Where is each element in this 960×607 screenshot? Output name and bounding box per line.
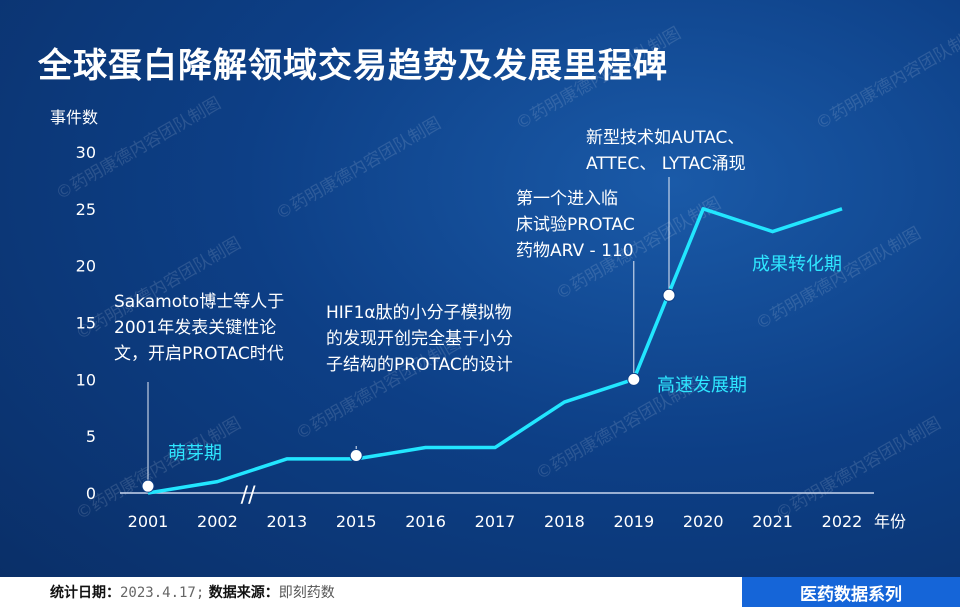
axis-break-mark: // <box>241 483 256 508</box>
milestone-label-line: 新型技术如AUTAC、 <box>586 128 744 148</box>
plot-area: 事件数 0 5 10 15 20 25 30 2001 2002 2013 2015 2016 2017 2… <box>50 108 906 531</box>
milestone-label: 新型技术如AUTAC、 ATTEC、 LYTAC涌现 <box>586 128 746 174</box>
y-axis-label: 事件数 <box>50 108 98 127</box>
x-tick-label: 2018 <box>544 512 585 531</box>
x-tick-label: 2002 <box>197 512 238 531</box>
source-value: 即刻药数 <box>278 585 335 601</box>
page-title: 全球蛋白降解领域交易趋势及发展里程碑 <box>38 46 668 86</box>
y-tick-label: 10 <box>76 370 96 389</box>
milestone-label-line: Sakamoto博士等人于 <box>114 292 284 312</box>
phase-label: 萌芽期 <box>168 443 222 464</box>
watermark-text: ©药明康德内容团队制图 <box>73 414 245 525</box>
milestone-point <box>349 448 363 462</box>
line-chart: ©药明康德内容团队制图 ©药明康德内容团队制图 ©药明康德内容团队制图 ©药明康德内容… <box>50 24 960 531</box>
milestone-point <box>141 479 155 493</box>
x-tick-label: 2021 <box>752 512 793 531</box>
x-tick-label: 2019 <box>613 512 654 531</box>
milestone-label-line: HIF1α肽的小分子模拟物 <box>326 303 512 323</box>
milestone-label-line: 药物ARV - 110 <box>516 241 634 261</box>
watermark-text: ©药明康德内容团队制图 <box>273 114 445 225</box>
milestone-point <box>627 372 641 386</box>
y-tick-label: 0 <box>86 484 96 503</box>
watermark-text: ©药明康德内容团队制图 <box>773 414 945 525</box>
watermark-text: ©药明康德内容团队制图 <box>813 24 960 135</box>
date-value: 2023.4.17; <box>120 585 205 601</box>
watermark-text: ©药明康德内容团队制图 <box>293 334 465 445</box>
source-label: 数据来源： <box>208 585 279 601</box>
milestone-label-line: 子结构的PROTAC的设计 <box>326 355 513 375</box>
series-badge: 医药数据系列 <box>742 577 960 607</box>
x-tick-label: 2001 <box>128 512 169 531</box>
footer: 统计日期：2023.4.17; 数据来源：即刻药数 医药数据系列 <box>0 577 960 607</box>
y-tick-label: 5 <box>86 427 96 446</box>
watermark-text: ©药明康德内容团队制图 <box>513 24 685 135</box>
milestone-label-line: 的发现开创完全基于小分 <box>326 329 513 349</box>
watermark-text: ©药明康德内容团队制图 <box>753 224 925 335</box>
y-tick-label: 15 <box>76 314 96 333</box>
y-tick-label: 25 <box>76 200 96 219</box>
y-tick-label: 30 <box>76 143 96 162</box>
phase-label: 高速发展期 <box>657 375 747 396</box>
footer-info: 统计日期：2023.4.17; 数据来源：即刻药数 <box>0 582 335 602</box>
x-tick-label: 2017 <box>475 512 516 531</box>
phase-label: 成果转化期 <box>752 254 842 275</box>
x-tick-label: 2015 <box>336 512 377 531</box>
x-axis-label: 年份 <box>874 512 906 531</box>
milestone-label-line: ATTEC、 LYTAC涌现 <box>586 154 746 174</box>
x-tick-label: 2016 <box>405 512 446 531</box>
milestone-label-line: 文，开启PROTAC时代 <box>114 344 284 364</box>
x-tick-label: 2013 <box>266 512 307 531</box>
series-line <box>147 207 843 495</box>
milestone-label-line: 2001年发表关键性论 <box>114 318 276 338</box>
milestone-label-line: 床试验PROTAC <box>516 215 635 235</box>
y-tick-label: 20 <box>76 257 96 276</box>
x-tick-label: 2022 <box>822 512 863 531</box>
milestone-label: Sakamoto博士等人于 2001年发表关键性论文，开启PROTAC时代 <box>114 292 284 364</box>
milestone-label: 第一个进入临床试验PROTAC 药物ARV - 110 <box>516 189 635 261</box>
x-tick-label: 2020 <box>683 512 724 531</box>
milestone-label: HIF1α肽的小分子模拟物的发现开创完全基于小分子结构的PROTAC的设计 <box>326 303 513 375</box>
milestone-point <box>662 288 676 302</box>
date-label: 统计日期： <box>50 585 120 601</box>
milestone-label-line: 第一个进入临 <box>516 189 618 209</box>
